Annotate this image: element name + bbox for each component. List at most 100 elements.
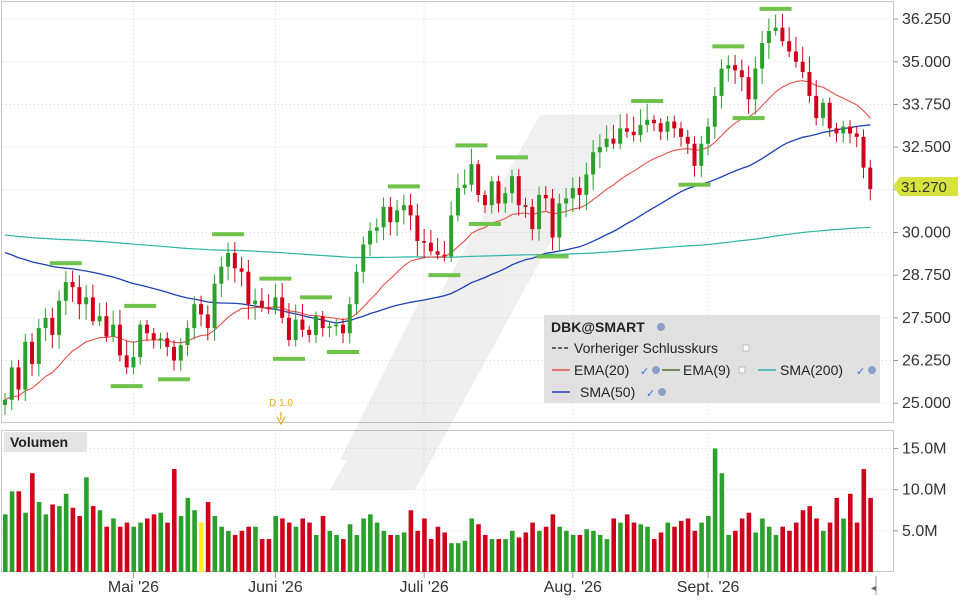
volume-bar[interactable] — [631, 522, 637, 572]
candle-body[interactable] — [388, 206, 393, 223]
volume-bar[interactable] — [77, 516, 82, 572]
volume-bar[interactable] — [90, 506, 96, 572]
volume-bar[interactable] — [834, 497, 840, 572]
volume-bar[interactable] — [537, 530, 542, 572]
candle-body[interactable] — [482, 194, 487, 206]
candle-body[interactable] — [144, 324, 149, 334]
volume-bar[interactable] — [611, 518, 616, 572]
candle-body[interactable] — [347, 304, 352, 334]
candle-body[interactable] — [205, 314, 210, 329]
volume-bar[interactable] — [719, 473, 725, 572]
candle-body[interactable] — [381, 206, 386, 228]
volume-bar[interactable] — [246, 526, 251, 572]
candle-body[interactable] — [151, 333, 156, 341]
candle-body[interactable] — [246, 271, 251, 305]
volume-bar[interactable] — [584, 529, 589, 572]
volume-bar[interactable] — [273, 516, 278, 572]
candle-body[interactable] — [408, 205, 413, 216]
candle-body[interactable] — [766, 31, 771, 43]
volume-bar[interactable] — [199, 522, 204, 572]
candle-body[interactable] — [455, 188, 460, 216]
volume-bar[interactable] — [172, 469, 177, 572]
candle-body[interactable] — [23, 341, 28, 390]
volume-bar[interactable] — [814, 518, 819, 572]
candle-body[interactable] — [63, 282, 68, 301]
volume-bar[interactable] — [820, 530, 826, 572]
candle-body[interactable] — [550, 198, 555, 238]
volume-bar[interactable] — [638, 524, 644, 572]
volume-bar[interactable] — [503, 539, 508, 572]
volume-bar[interactable] — [43, 514, 49, 572]
candle-body[interactable] — [16, 367, 21, 390]
candle-body[interactable] — [9, 367, 14, 400]
candle-body[interactable] — [651, 119, 656, 124]
candle-body[interactable] — [307, 329, 312, 335]
candle-body[interactable] — [658, 123, 663, 132]
candle-body[interactable] — [699, 143, 704, 166]
candle-body[interactable] — [706, 126, 711, 144]
volume-bar[interactable] — [793, 522, 799, 572]
candle-body[interactable] — [266, 307, 271, 310]
candle-body[interactable] — [286, 317, 291, 341]
volume-bar[interactable] — [361, 518, 366, 572]
candle-body[interactable] — [165, 338, 170, 347]
volume-bar[interactable] — [848, 493, 853, 572]
candle-body[interactable] — [185, 328, 190, 346]
candle-body[interactable] — [239, 268, 244, 272]
volume-bar[interactable] — [131, 526, 137, 572]
volume-bar[interactable] — [624, 514, 630, 572]
candle-body[interactable] — [665, 121, 670, 132]
legend[interactable]: DBK@SMART Vorheriger Schlusskurs EMA(20)… — [544, 315, 880, 403]
candle-body[interactable] — [90, 297, 95, 322]
candle-body[interactable] — [199, 304, 204, 315]
volume-bar[interactable] — [854, 522, 860, 572]
legend-toggle-prev-close[interactable] — [742, 344, 750, 352]
volume-bar[interactable] — [489, 539, 495, 572]
volume-bar[interactable] — [374, 522, 380, 572]
volume-bar[interactable] — [117, 526, 123, 572]
volume-bar[interactable] — [482, 534, 488, 572]
volume-bar[interactable] — [543, 526, 549, 572]
volume-bar[interactable] — [530, 522, 535, 572]
candle-body[interactable] — [212, 283, 217, 329]
candle-body[interactable] — [131, 357, 136, 368]
candle-body[interactable] — [361, 244, 366, 272]
candle-body[interactable] — [564, 198, 569, 204]
volume-bar[interactable] — [766, 526, 772, 572]
volume-bar[interactable] — [699, 522, 704, 572]
candle-body[interactable] — [543, 194, 548, 199]
volume-bar[interactable] — [97, 510, 103, 572]
candle-body[interactable] — [3, 399, 7, 405]
volume-bar[interactable] — [401, 532, 407, 572]
volume-bar[interactable] — [266, 539, 272, 572]
candle-body[interactable] — [726, 65, 731, 69]
volume-bar[interactable] — [645, 526, 650, 572]
volume-bar[interactable] — [50, 504, 55, 572]
volume-bar[interactable] — [780, 526, 785, 572]
volume-bar[interactable] — [158, 512, 164, 572]
candle-body[interactable] — [753, 68, 758, 100]
candle-body[interactable] — [719, 68, 724, 96]
volume-bar[interactable] — [868, 497, 873, 572]
volume-bar[interactable] — [469, 518, 475, 572]
volume-bar[interactable] — [259, 539, 265, 572]
candle-body[interactable] — [111, 324, 116, 337]
candle-body[interactable] — [584, 174, 589, 195]
volume-bar[interactable] — [327, 530, 333, 572]
candle-body[interactable] — [557, 203, 562, 238]
volume-bar[interactable] — [165, 522, 170, 572]
volume-bar[interactable] — [564, 530, 569, 572]
candle-body[interactable] — [313, 316, 318, 335]
candle-body[interactable] — [50, 317, 55, 335]
candle-body[interactable] — [293, 319, 298, 341]
candle-body[interactable] — [395, 210, 400, 223]
candle-body[interactable] — [192, 304, 197, 329]
legend-check-sma200[interactable]: ✓ — [856, 366, 865, 378]
candle-body[interactable] — [422, 241, 427, 243]
candle-body[interactable] — [489, 181, 494, 206]
volume-bar[interactable] — [570, 534, 576, 572]
volume-bar[interactable] — [516, 537, 522, 572]
candle-body[interactable] — [611, 138, 616, 144]
volume-bar[interactable] — [726, 534, 731, 572]
